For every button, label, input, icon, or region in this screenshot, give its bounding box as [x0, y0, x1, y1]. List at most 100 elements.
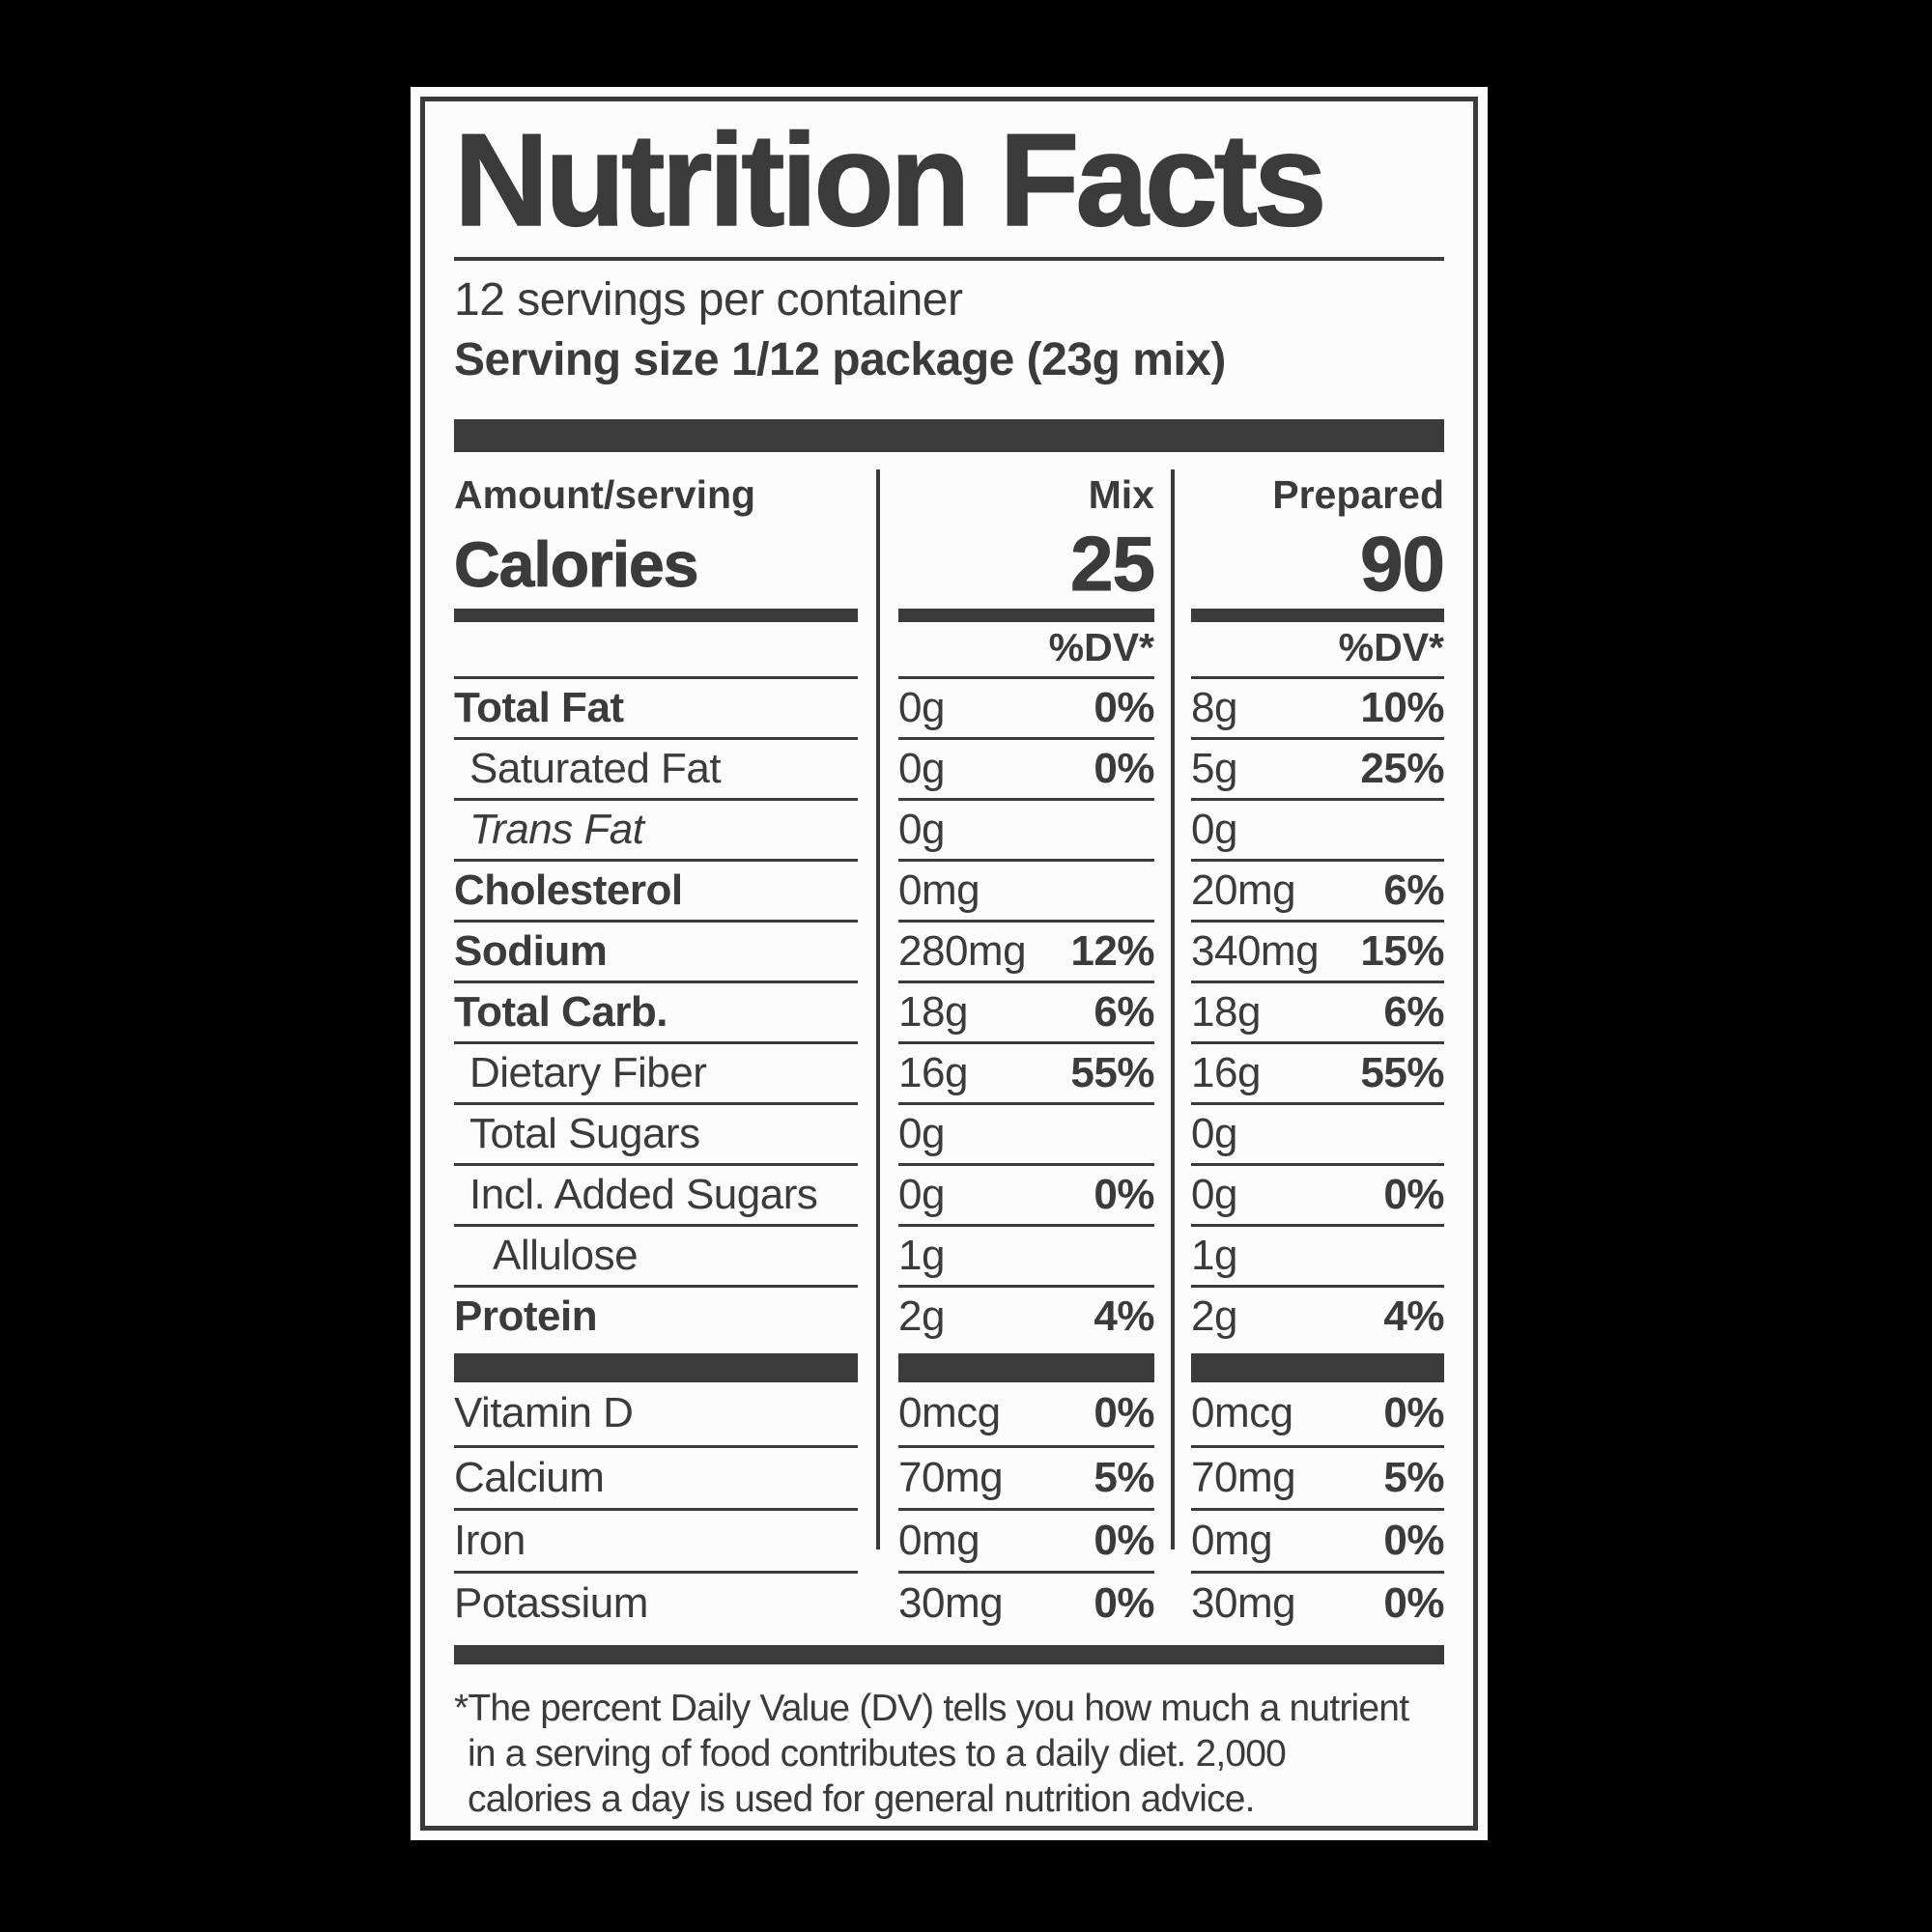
mix-dv: 0% — [1094, 1516, 1154, 1564]
nutrient-name: Dietary Fiber — [469, 1048, 707, 1096]
label-title: Nutrition Facts — [453, 106, 1327, 253]
footnote-line-2: in a serving of food contributes to a da… — [468, 1732, 1287, 1775]
serving-size: Serving size 1/12 package (23g mix) — [454, 333, 1226, 385]
mix-amount: 30mg — [898, 1578, 1004, 1627]
vitamin-row-iron: Iron 0mg 0% 0mg 0% — [454, 1507, 1444, 1571]
mix-dv: 5% — [1094, 1453, 1154, 1501]
prepared-dv: 0% — [1383, 1516, 1444, 1564]
vitamin-row-potassium: Potassium 30mg 0% 30mg 0% — [454, 1570, 1444, 1634]
mix-dv: 6% — [1094, 987, 1154, 1036]
mix-dv: 0% — [1094, 1170, 1154, 1218]
nutrient-row-trans-fat: Trans Fat 0g 0g — [454, 797, 1444, 859]
mix-amount: 0g — [898, 1109, 945, 1157]
footnote-section-bar — [454, 1644, 1444, 1664]
nutrient-row-protein: Protein 2g 4% 2g 4% — [454, 1284, 1444, 1346]
calories-row: Calories 25 90 — [454, 518, 1446, 607]
prepared-amount: 30mg — [1191, 1578, 1296, 1627]
nutrient-name: Saturated Fat — [469, 744, 722, 792]
mix-amount: 16g — [898, 1048, 968, 1096]
calories-mix-value: 25 — [1070, 520, 1156, 607]
prepared-dv: 6% — [1383, 866, 1444, 914]
vitamins-section-bar — [454, 1352, 1444, 1382]
prepared-dv: 25% — [1360, 744, 1444, 792]
dv-header-mix: %DV* — [1048, 624, 1154, 669]
nutrient-row-saturated-fat: Saturated Fat 0g 0% 5g 25% — [454, 736, 1444, 798]
vitamin-name: Potassium — [454, 1578, 648, 1627]
prepared-amount: 8g — [1191, 683, 1237, 731]
mix-amount: 0g — [898, 805, 945, 853]
nutrient-name: Cholesterol — [454, 866, 683, 914]
vitamin-row-vitamin-d: Vitamin D 0mcg 0% 0mcg 0% — [454, 1382, 1444, 1445]
amount-per-serving-header: Amount/serving — [454, 471, 756, 517]
prepared-amount: 340mg — [1191, 926, 1320, 975]
nutrient-name: Total Fat — [454, 683, 624, 731]
prepared-amount: 5g — [1191, 744, 1237, 792]
mix-dv: 0% — [1094, 1389, 1154, 1437]
mix-amount: 70mg — [898, 1453, 1004, 1501]
vitamin-name: Vitamin D — [454, 1389, 634, 1437]
prepared-amount: 1g — [1191, 1231, 1237, 1279]
nutrition-facts-label: Nutrition Facts 12 servings per containe… — [411, 87, 1488, 1840]
nutrient-name: Total Carb. — [454, 987, 668, 1036]
prepared-amount: 0g — [1191, 805, 1237, 853]
nutrient-row-total-fat: Total Fat 0g 0% 8g 10% — [454, 675, 1444, 737]
prepared-amount: 0g — [1191, 1170, 1237, 1218]
nutrient-name: Trans Fat — [469, 805, 644, 853]
prepared-dv: 5% — [1383, 1453, 1444, 1501]
mix-amount: 2g — [898, 1292, 945, 1340]
nutrient-row-added-sugars: Incl. Added Sugars 0g 0% 0g 0% — [454, 1162, 1444, 1224]
title-divider — [454, 256, 1444, 261]
mix-amount: 0mg — [898, 866, 980, 914]
prepared-amount: 0g — [1191, 1109, 1237, 1157]
calories-label: Calories — [454, 527, 699, 600]
mix-dv: 55% — [1070, 1048, 1154, 1096]
footnote-line-1: *The percent Daily Value (DV) tells you … — [454, 1687, 1409, 1729]
prepared-amount: 0mcg — [1191, 1389, 1293, 1437]
nutrition-table: Amount/serving Mix Prepared Calories 25 … — [454, 469, 1446, 1664]
nutrient-row-total-carb: Total Carb. 18g 6% 18g 6% — [454, 980, 1444, 1041]
footnote-line-3: calories a day is used for general nutri… — [468, 1777, 1256, 1820]
mix-amount: 0g — [898, 683, 945, 731]
nutrient-row-cholesterol: Cholesterol 0mg 20mg 6% — [454, 858, 1444, 920]
prepared-dv: 55% — [1360, 1048, 1444, 1096]
prepared-dv: 0% — [1383, 1170, 1444, 1218]
prepared-column-header: Prepared — [1272, 471, 1444, 517]
label-border-box: Nutrition Facts 12 servings per containe… — [420, 97, 1478, 1831]
mix-amount: 18g — [898, 987, 968, 1036]
vitamin-row-calcium: Calcium 70mg 5% 70mg 5% — [454, 1444, 1444, 1508]
nutrient-name: Incl. Added Sugars — [469, 1170, 818, 1218]
dv-header-prepared: %DV* — [1338, 624, 1444, 669]
prepared-amount: 0mg — [1191, 1516, 1273, 1564]
calories-prepared-value: 90 — [1360, 520, 1446, 607]
calories-underline — [454, 608, 1444, 622]
prepared-amount: 2g — [1191, 1292, 1237, 1340]
mix-dv: 0% — [1094, 744, 1154, 792]
mix-amount: 0mcg — [898, 1389, 1001, 1437]
mix-dv: 0% — [1094, 683, 1154, 731]
mix-amount: 0g — [898, 1170, 945, 1218]
mix-amount: 0mg — [898, 1516, 980, 1564]
prepared-dv: 15% — [1360, 926, 1444, 975]
nutrient-name: Protein — [454, 1292, 598, 1340]
mix-column-header: Mix — [1088, 471, 1154, 517]
prepared-dv: 4% — [1383, 1292, 1444, 1340]
prepared-amount: 16g — [1191, 1048, 1261, 1096]
vitamin-name: Calcium — [454, 1453, 605, 1501]
nutrient-row-allulose: Allulose 1g 1g — [454, 1223, 1444, 1285]
mix-amount: 1g — [898, 1231, 945, 1279]
mix-amount: 280mg — [898, 926, 1027, 975]
nutrient-row-total-sugars: Total Sugars 0g 0g — [454, 1101, 1444, 1163]
mix-dv: 12% — [1070, 926, 1154, 975]
nutrient-name: Total Sugars — [469, 1109, 700, 1157]
nutrient-name: Allulose — [493, 1231, 639, 1279]
nutrient-row-sodium: Sodium 280mg 12% 340mg 15% — [454, 919, 1444, 980]
column-header-row: Amount/serving Mix Prepared — [454, 469, 1444, 518]
prepared-dv: 0% — [1383, 1389, 1444, 1437]
servings-per-container: 12 servings per container — [454, 273, 963, 326]
nutrient-name: Sodium — [454, 926, 608, 975]
column-divider-left — [876, 469, 880, 1549]
daily-value-footnote: *The percent Daily Value (DV) tells you … — [454, 1686, 1444, 1822]
prepared-amount: 70mg — [1191, 1453, 1296, 1501]
prepared-dv: 10% — [1360, 683, 1444, 731]
